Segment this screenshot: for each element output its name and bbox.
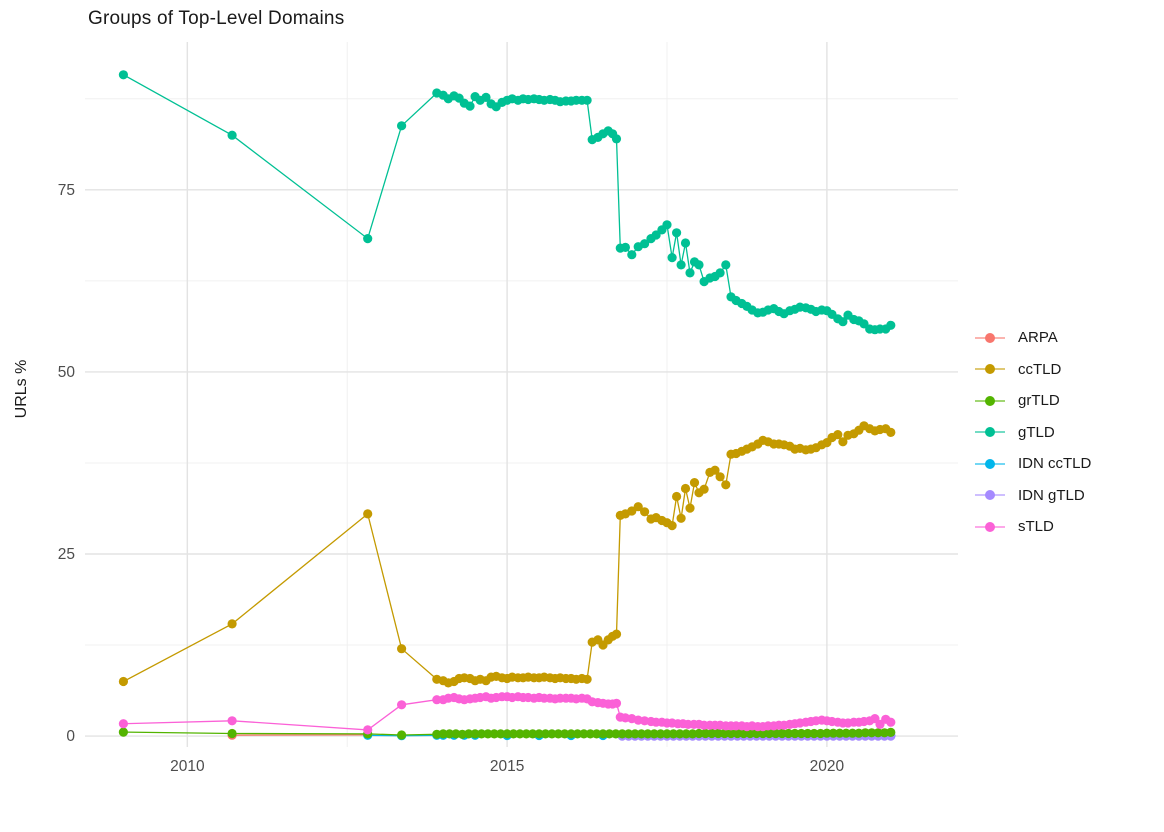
legend-label: gTLD (1018, 423, 1055, 441)
legend-item-stld: sTLD (975, 511, 1091, 543)
y-tick-label: 0 (66, 728, 75, 745)
legend: ARPA ccTLD grTLD gTLD IDN ccTLD IDN gTLD sTLD (975, 322, 1091, 543)
legend-key-icon (975, 330, 1005, 346)
legend-key-icon (975, 456, 1005, 472)
legend-label: IDN gTLD (1018, 486, 1085, 504)
legend-key-icon (975, 487, 1005, 503)
series-gtld (118, 70, 896, 335)
legend-item-gtld: gTLD (975, 417, 1091, 449)
legend-label: ARPA (1018, 329, 1058, 347)
legend-item-grtld: grTLD (975, 385, 1091, 417)
legend-label: grTLD (1018, 392, 1060, 410)
legend-item-idn-gtld: IDN gTLD (975, 480, 1091, 512)
chart-title: Groups of Top-Level Domains (88, 8, 345, 29)
legend-key-icon (975, 424, 1005, 440)
x-tick-label: 2015 (490, 758, 524, 775)
series-grtld (118, 727, 896, 740)
series-arpa (227, 730, 373, 740)
x-tick-label: 2010 (170, 758, 205, 775)
axis-tick-labels: 2010 2015 2020 0 25 50 75 (58, 182, 845, 775)
y-axis-title: URLs % (13, 359, 30, 419)
y-tick-label: 75 (58, 182, 75, 199)
legend-label: sTLD (1018, 518, 1054, 536)
x-tick-label: 2020 (810, 758, 845, 775)
legend-key-icon (975, 519, 1005, 535)
y-tick-label: 25 (58, 546, 75, 563)
series-stld (118, 692, 896, 735)
legend-item-arpa: ARPA (975, 322, 1091, 354)
legend-key-icon (975, 393, 1005, 409)
legend-item-cctld: ccTLD (975, 354, 1091, 386)
major-gridlines (85, 42, 958, 747)
legend-label: ccTLD (1018, 360, 1062, 378)
legend-key-icon (975, 361, 1005, 377)
y-tick-label: 50 (58, 364, 76, 381)
legend-label: IDN ccTLD (1018, 455, 1092, 473)
legend-item-idn-cctld: IDN ccTLD (975, 448, 1091, 480)
series-cctld (118, 421, 896, 688)
